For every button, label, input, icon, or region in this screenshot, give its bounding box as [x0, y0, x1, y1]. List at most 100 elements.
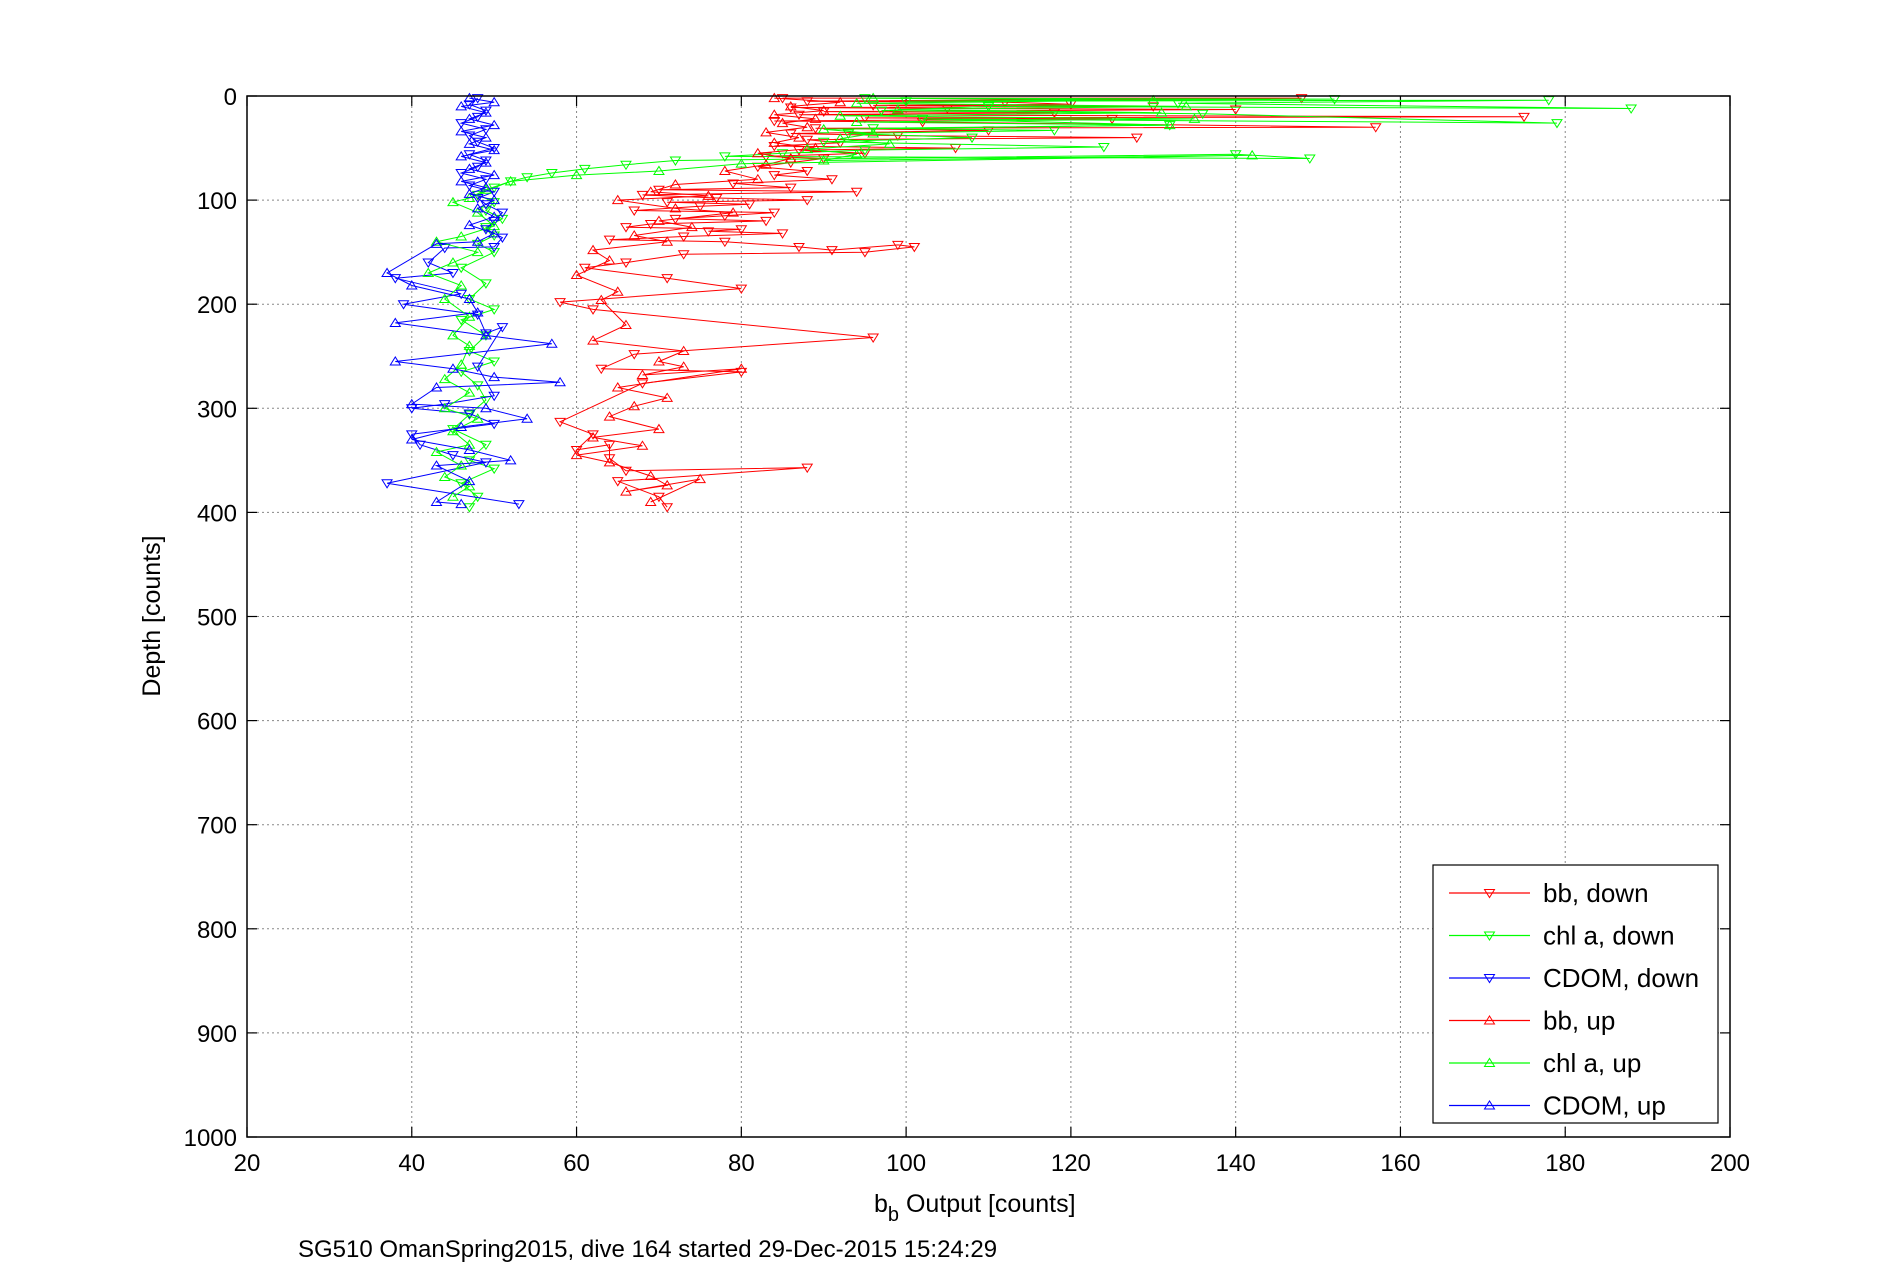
data-point: [867, 128, 880, 138]
data-point: [554, 298, 566, 308]
data-point: [438, 400, 451, 410]
chart-caption: SG510 OmanSpring2015, dive 164 started 2…: [298, 1236, 997, 1262]
x-tick-label: 160: [1380, 1150, 1420, 1177]
data-point: [463, 138, 476, 148]
y-tick-label: 1000: [184, 1125, 237, 1152]
legend-entry: bb, up: [1449, 1006, 1615, 1036]
data-point: [488, 144, 501, 154]
data-point: [784, 153, 797, 163]
y-tick-label: 500: [197, 605, 237, 632]
data-point: [447, 257, 459, 267]
y-tick-label: 300: [197, 396, 237, 423]
legend-label: CDOM, down: [1543, 963, 1699, 993]
data-point: [784, 183, 797, 194]
legend-marker: [1483, 1100, 1496, 1110]
data-point: [570, 269, 583, 280]
data-point: [751, 147, 764, 158]
data-point: [463, 181, 476, 191]
data-point: [488, 194, 501, 205]
data-point: [817, 137, 830, 148]
data-point: [587, 430, 599, 440]
data-point: [463, 409, 476, 419]
data-point: [471, 362, 484, 373]
series-2: [381, 94, 525, 510]
data-point: [809, 124, 822, 134]
data-point: [859, 248, 871, 258]
data-point: [587, 305, 599, 315]
legend-label: chl a, up: [1543, 1048, 1641, 1078]
data-point: [850, 148, 863, 159]
data-point: [488, 248, 501, 258]
data-point: [455, 169, 468, 179]
data-point: [480, 107, 492, 117]
data-point: [438, 471, 451, 482]
y-axis-label: Depth [counts]: [138, 535, 166, 696]
data-point: [850, 187, 863, 198]
data-point: [463, 131, 476, 142]
data-point: [488, 119, 501, 130]
data-point: [455, 150, 468, 161]
data-point: [603, 411, 616, 421]
data-point: [430, 446, 443, 457]
x-tick-label: 200: [1710, 1150, 1750, 1177]
data-point: [760, 126, 772, 137]
data-point: [850, 116, 863, 127]
data-point: [471, 194, 484, 204]
data-point: [1229, 150, 1242, 160]
x-tick-label: 80: [728, 1150, 755, 1177]
data-point: [405, 430, 418, 440]
data-point: [480, 184, 492, 194]
data-point: [653, 165, 665, 175]
data-point: [455, 498, 468, 509]
y-tick-label: 100: [197, 188, 237, 215]
data-point: [480, 156, 492, 166]
legend-marker: [1483, 1057, 1496, 1067]
data-point: [603, 255, 616, 265]
data-point: [644, 220, 657, 230]
data-point: [587, 244, 599, 255]
data-point: [859, 113, 871, 124]
data-point: [801, 135, 814, 146]
data-point: [595, 364, 608, 375]
data-point: [1551, 119, 1563, 129]
data-point: [405, 434, 418, 444]
legend-entry: CDOM, down: [1449, 963, 1699, 993]
data-point: [653, 423, 665, 434]
data-point: [636, 190, 649, 201]
data-point: [603, 454, 616, 464]
y-tick-label: 900: [197, 1021, 237, 1048]
data-point: [1246, 149, 1259, 160]
series-line: [386, 97, 561, 505]
data-point: [512, 500, 525, 510]
data-point: [422, 258, 435, 269]
data-point: [751, 173, 764, 184]
data-point: [480, 125, 492, 135]
data-point: [463, 163, 476, 173]
data-point: [471, 307, 484, 317]
data-point: [496, 323, 509, 333]
data-point: [455, 460, 468, 470]
data-point: [611, 194, 624, 205]
data-point: [1229, 105, 1242, 115]
x-axis-label: bb Output [counts]: [874, 1190, 1076, 1226]
data-point: [776, 117, 789, 128]
plot-frame: [246, 95, 1731, 1138]
data-point: [471, 310, 484, 321]
data-point: [809, 113, 822, 123]
data-point: [1369, 123, 1382, 133]
data-point: [669, 179, 682, 189]
x-tick-label: 60: [563, 1150, 590, 1177]
data-point: [463, 113, 476, 123]
data-point: [900, 97, 913, 107]
data-point: [768, 92, 781, 103]
data-point: [768, 116, 781, 127]
data-point: [611, 477, 624, 487]
legend: bb, down chl a, down CDOM, down bb, up chl a…: [1432, 864, 1719, 1124]
data-point: [1130, 133, 1143, 144]
x-tick-labels: 20 40 60 80 100 120 140 160 180 200: [234, 1150, 1750, 1177]
data-point: [768, 208, 781, 219]
data-point: [776, 149, 789, 159]
data-point: [817, 107, 830, 118]
x-tick-label: 40: [398, 1150, 425, 1177]
data-point: [620, 319, 632, 330]
